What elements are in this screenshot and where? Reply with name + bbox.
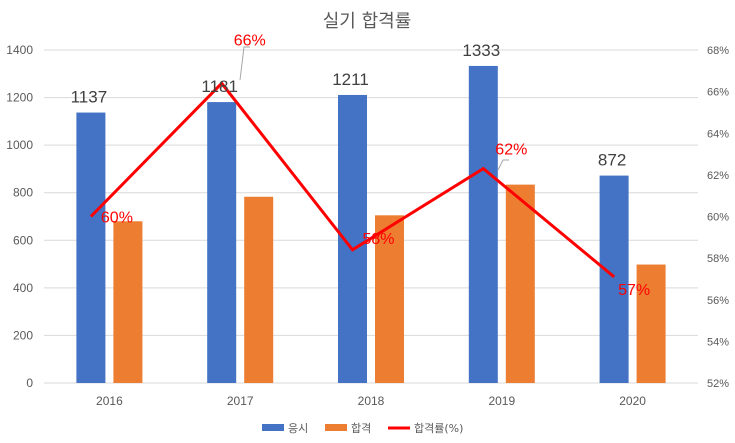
bar-data-label: 1333 [462, 41, 500, 60]
bars [76, 65, 666, 384]
bar-합격 [375, 215, 404, 383]
y-tick-label: 400 [13, 281, 33, 295]
y2-tick-label: 64% [707, 128, 729, 140]
legend-swatch-합격 [325, 424, 347, 431]
bar-응시 [468, 65, 498, 383]
legend-label: 응시 [288, 422, 308, 435]
bar-합격 [244, 196, 274, 383]
bar-응시 [207, 102, 237, 384]
bar-합격 [505, 184, 535, 383]
chart-title: 실기 합격률 [323, 11, 412, 32]
x-tick-label: 2019 [488, 394, 515, 408]
legend: 응시 합격 합격률(%) [262, 422, 463, 435]
x-tick-label: 2020 [619, 394, 646, 408]
bar-data-label: 1137 [71, 88, 108, 107]
y-tick-label: 1000 [6, 138, 33, 152]
bar-합격 [636, 264, 666, 383]
y-tick-label: 1400 [6, 43, 33, 57]
bar-data-label: 1181 [201, 77, 238, 96]
y2-tick-label: 66% [707, 87, 729, 99]
x-axis: 2016 2017 2018 2019 2020 [96, 394, 646, 408]
y2-tick-label: 56% [707, 295, 729, 307]
y-axis-right: 52% 54% 56% 58% 60% 62% 64% 66% 68% [707, 45, 729, 390]
y2-tick-label: 60% [707, 212, 729, 224]
label-leader-line [239, 46, 250, 81]
bar-응시 [599, 175, 629, 383]
line-data-label: 58% [363, 231, 395, 248]
bar-합격 [113, 221, 143, 383]
legend-label: 합격률(%) [414, 422, 463, 435]
y2-tick-label: 52% [707, 378, 729, 390]
y2-tick-label: 58% [707, 253, 729, 265]
y2-tick-label: 54% [707, 336, 729, 348]
x-tick-label: 2018 [358, 394, 385, 408]
y2-tick-label: 68% [707, 45, 729, 57]
gridlines [44, 49, 698, 384]
y-tick-label: 800 [13, 186, 33, 200]
rate-line-path [89, 81, 616, 279]
legend-label: 합격 [351, 422, 371, 435]
rate-line [89, 81, 616, 279]
y-tick-label: 1200 [6, 91, 33, 105]
line-data-label: 66% [234, 32, 266, 49]
line-data-label: 57% [618, 282, 650, 299]
y2-tick-label: 62% [707, 170, 729, 182]
y-tick-label: 0 [26, 376, 33, 390]
line-data-label: 60% [101, 210, 133, 227]
y-tick-label: 600 [13, 233, 33, 247]
y-axis-left: 0 200 400 600 800 1000 1200 1400 [6, 43, 33, 390]
bar-응시 [76, 112, 106, 383]
bar-data-label: 872 [598, 151, 626, 170]
x-tick-label: 2017 [227, 394, 254, 408]
y-tick-label: 200 [13, 328, 33, 342]
legend-swatch-응시 [262, 424, 284, 431]
bar-data-label: 1211 [332, 70, 369, 89]
data-labels: 1137 1181 1211 1333 872 60% 66% 58% 62% 57% [71, 32, 651, 299]
x-tick-label: 2016 [96, 394, 123, 408]
line-data-label: 62% [495, 142, 527, 159]
label-leader-line [497, 159, 509, 171]
